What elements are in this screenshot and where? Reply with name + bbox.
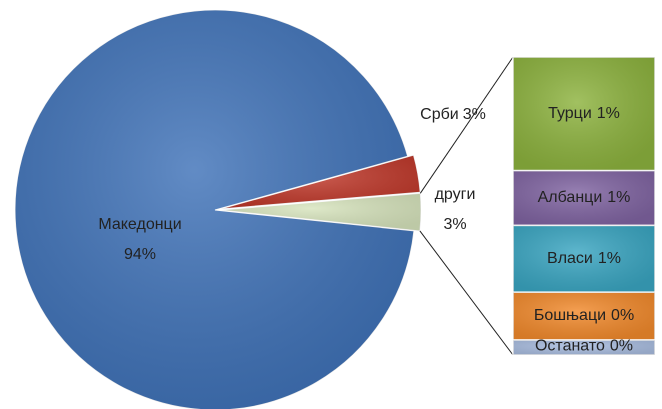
pie-label-name: Македонци	[98, 216, 181, 233]
bar-shade	[513, 170, 655, 226]
bar-label: Албанци 1%	[538, 189, 631, 206]
pie-label-name: Срби	[420, 106, 459, 123]
connector	[419, 230, 514, 356]
bar-label-name: Останато	[535, 338, 605, 355]
pie-label-name: други	[435, 186, 476, 203]
bar-label-value: 1%	[607, 189, 630, 206]
bar-label-name: Турци	[548, 105, 592, 122]
bar-shade	[513, 225, 655, 293]
pie-label: други 3%	[435, 186, 476, 233]
bar-label: Турци 1%	[548, 105, 620, 122]
pie-label: Македонци 94%	[98, 216, 181, 263]
pie-label: Срби3%	[420, 106, 486, 123]
connector	[419, 56, 514, 194]
bar-label-value: 1%	[597, 105, 620, 122]
bar-shade	[513, 292, 655, 341]
bar-shade	[513, 57, 655, 171]
bar-shade	[513, 340, 655, 355]
pie-shade	[220, 193, 421, 231]
bar-label: Власи 1%	[547, 250, 621, 267]
pie-shade	[220, 155, 421, 209]
bar-label-value: 0%	[611, 307, 634, 324]
bar-label-name: Бошњаци	[534, 307, 606, 324]
pie-label-value: 3%	[443, 216, 466, 233]
pie-label-value: 94%	[124, 246, 156, 263]
bar-label-value: 1%	[598, 250, 621, 267]
bar-label-value: 0%	[610, 338, 633, 355]
bar-label-name: Власи	[547, 250, 593, 267]
bar-label: Бошњаци 0%	[534, 307, 634, 324]
pie-shade	[15, 10, 414, 409]
bar-label-name: Албанци	[538, 189, 603, 206]
bar-label: Останато 0%	[535, 338, 633, 355]
